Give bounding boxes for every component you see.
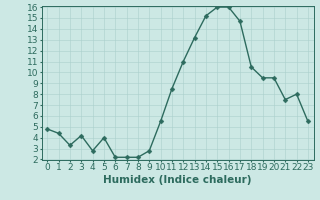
X-axis label: Humidex (Indice chaleur): Humidex (Indice chaleur) — [103, 175, 252, 185]
